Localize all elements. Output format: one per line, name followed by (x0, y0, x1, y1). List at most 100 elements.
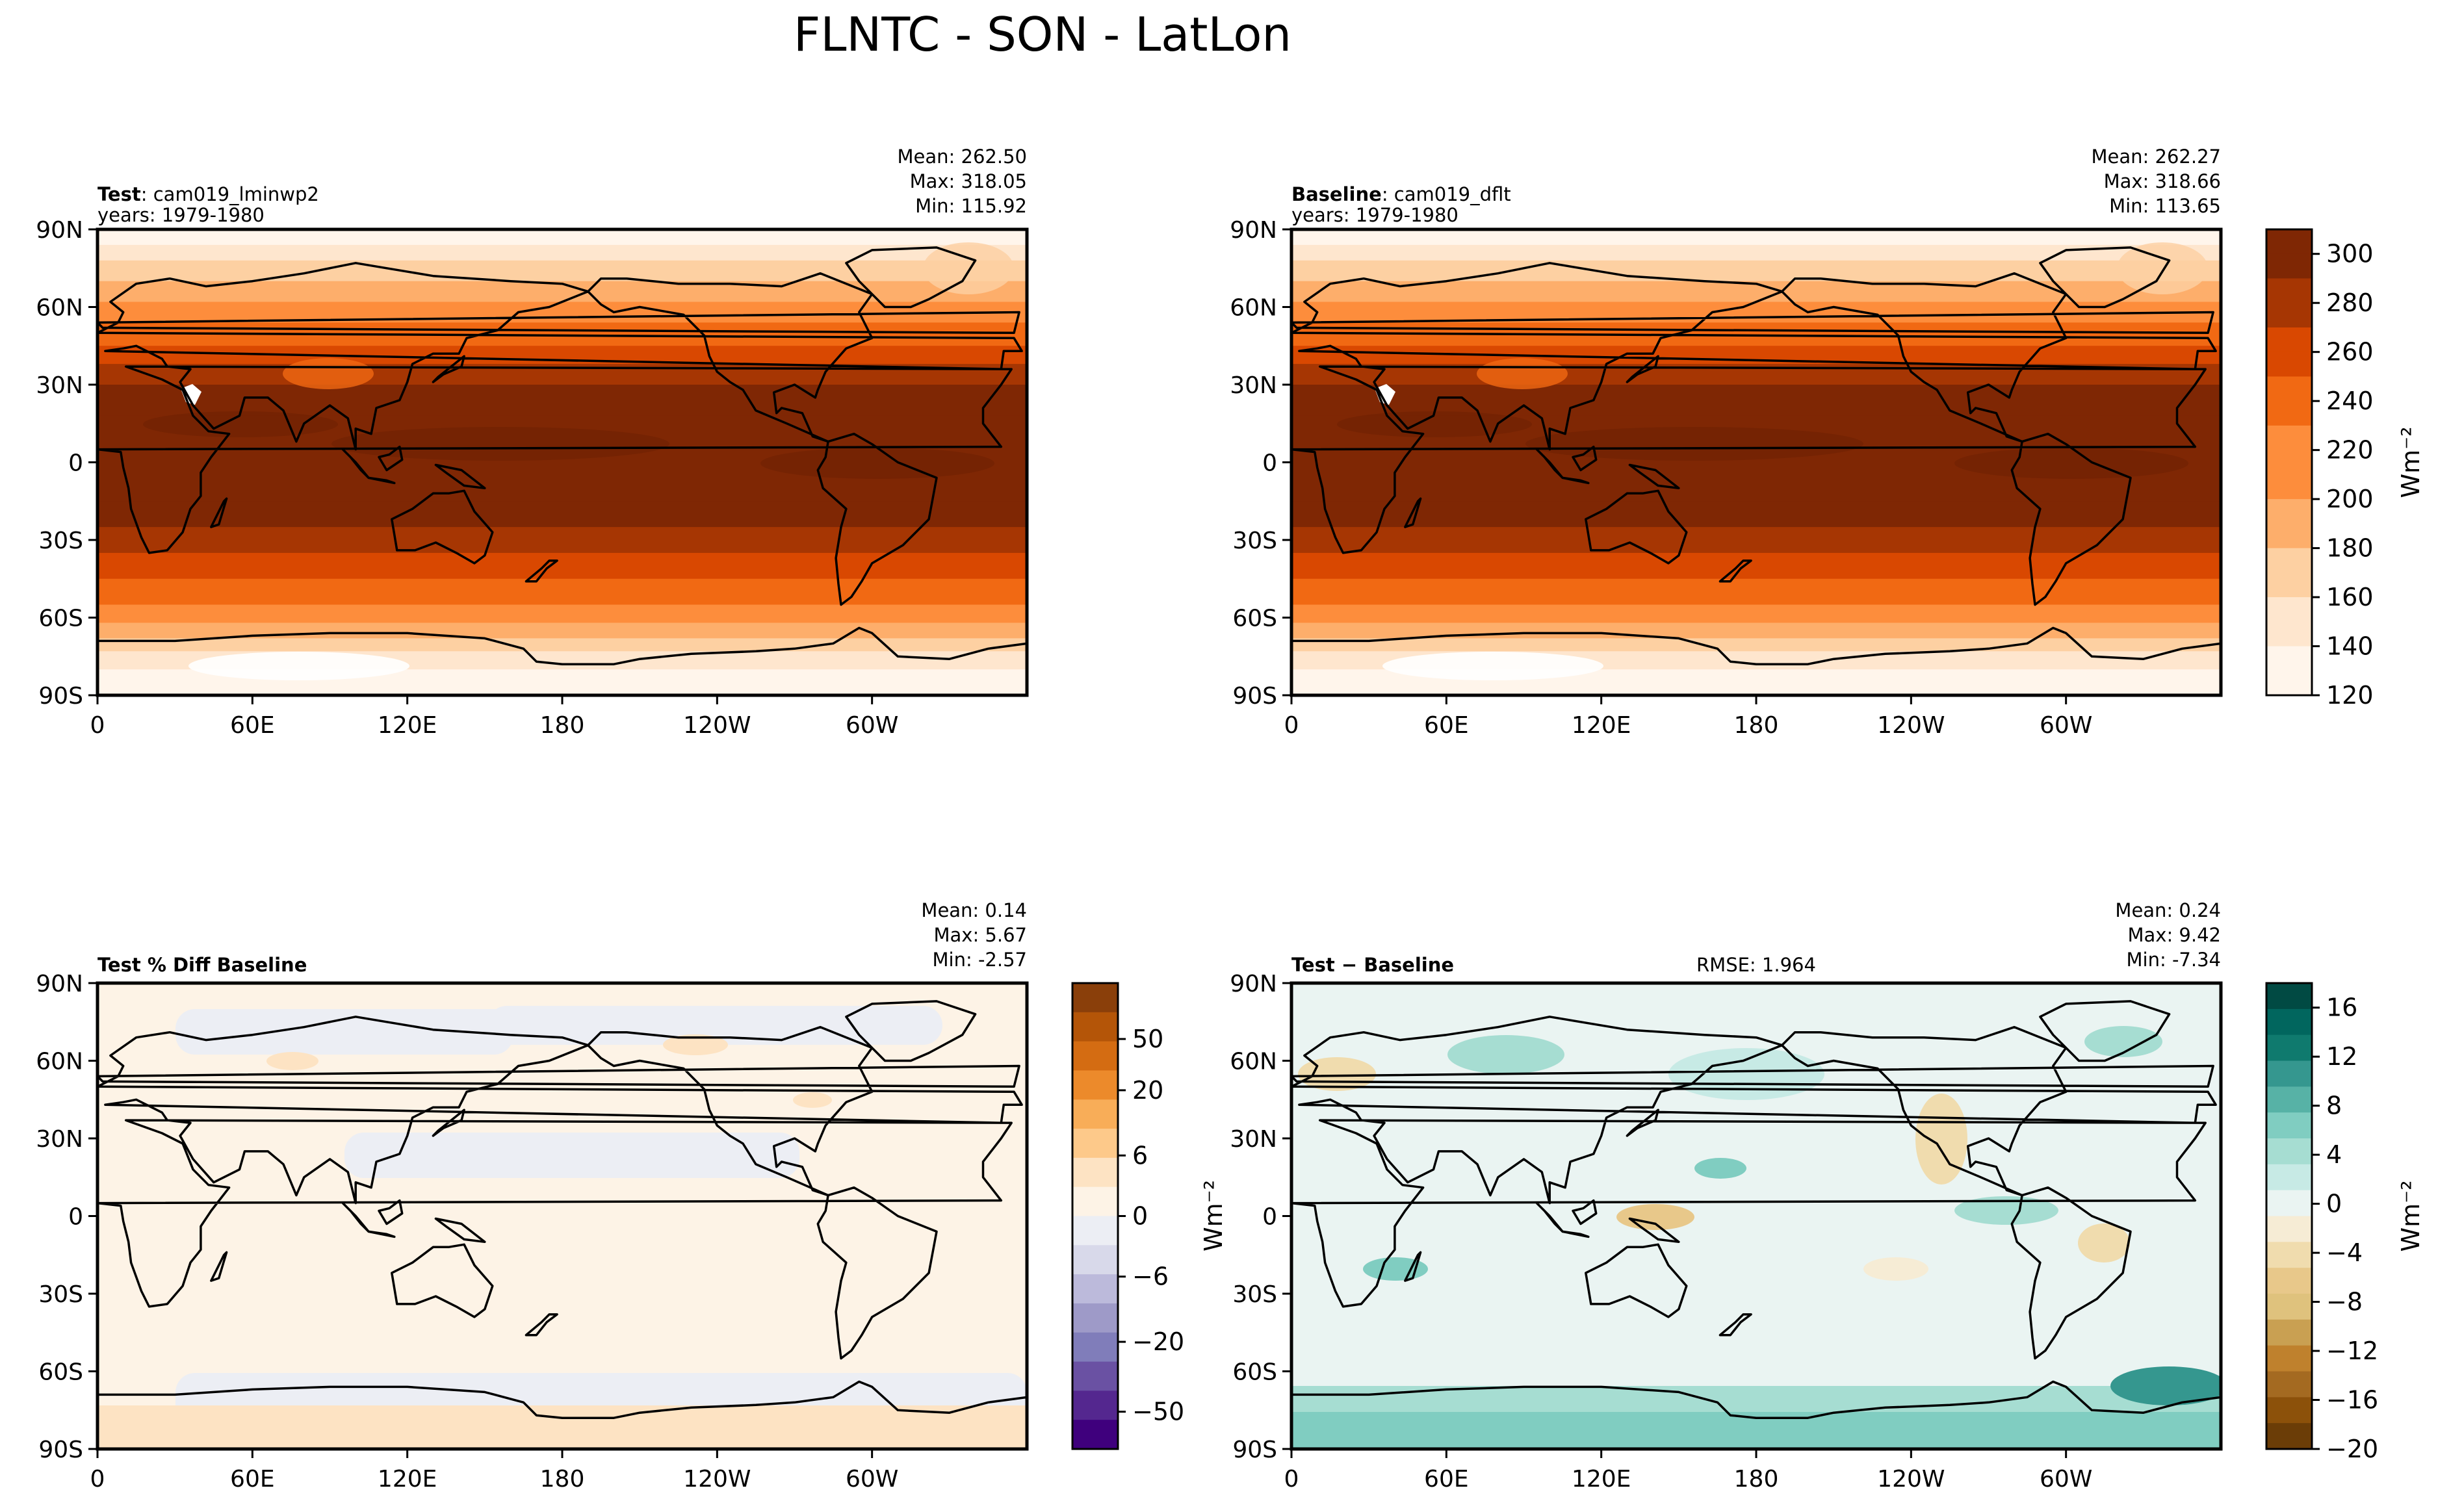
pct-pos-blob (793, 1092, 832, 1108)
panel-label: Test: cam019_lminwp2 (97, 183, 319, 205)
coastlines (97, 246, 1027, 695)
diff-pos-blob (2084, 1026, 2162, 1057)
panel-stat: Mean: 0.14 (921, 899, 1027, 921)
panel-stat: Max: 318.05 (910, 170, 1027, 192)
panel-years: years: 1979-1980 (97, 204, 265, 226)
colorbar-segment (1072, 1274, 1118, 1304)
field-band (97, 478, 1027, 502)
panel-stat: Min: -2.57 (933, 949, 1027, 971)
lat-tick-label: 0 (1262, 1204, 1277, 1231)
map-field (1291, 229, 2221, 695)
lon-tick-label: 180 (540, 1466, 585, 1493)
panel-4: 90N 60N 30N 0 30S 60S 90S 0 60E 120E 180 120W 60W Tes… (1230, 899, 2223, 1493)
colorbar-tick-label: 12 (2326, 1042, 2357, 1071)
map-field (97, 229, 1027, 695)
panel-stat: Mean: 0.24 (2115, 899, 2221, 921)
colorbar-segment (2266, 327, 2312, 353)
pct-neg-region (344, 1133, 799, 1178)
colorbar-tick-label: 140 (2326, 632, 2374, 661)
colorbar-segment (2266, 1216, 2312, 1242)
pct-side-label: Wm⁻² (1199, 1180, 1228, 1251)
field-band (1291, 578, 2221, 606)
lon-tick-label: 120W (1877, 712, 1945, 739)
colorbar-segment (1072, 1157, 1118, 1188)
pct-neg-region (175, 1009, 513, 1055)
lon-tick-label: 60E (230, 712, 275, 739)
colorbar-tick-label: 4 (2326, 1140, 2342, 1169)
field-band (1291, 244, 2221, 261)
colorbar-tick-label: −20 (1132, 1327, 1184, 1356)
coastlines (1291, 1000, 2221, 1449)
pct-pos-blob (663, 1034, 728, 1055)
colorbar-tick-label: 280 (2326, 288, 2374, 317)
lat-tick-label: 90N (36, 971, 83, 997)
lon-tick-label: 0 (90, 712, 105, 739)
lat-tick-label: 90N (1230, 971, 1277, 997)
field-band (97, 301, 1027, 324)
field-band (97, 552, 1027, 580)
colorbar-segment (2266, 1190, 2312, 1217)
lat-tick-label: 30S (38, 528, 83, 554)
panel-2: 90N 60N 30N 0 30S 60S 90S 0 60E 120E 180 120W 60W Bas… (1230, 146, 2223, 739)
diff-pos-blob (1954, 1196, 2058, 1225)
field-core (143, 411, 338, 437)
colorbar-segment (2266, 1268, 2312, 1294)
colorbar-label: Wm⁻² (2396, 427, 2425, 498)
lon-tick-label: 180 (1734, 1466, 1779, 1493)
diff-pos-blob (1694, 1158, 1746, 1179)
colorbar-frame (2265, 982, 2313, 1450)
lat-tick-label: 90N (1230, 217, 1277, 244)
lon-tick-label: 120W (683, 712, 751, 739)
field-band (1291, 552, 2221, 580)
colorbar-segment (1072, 1420, 1118, 1450)
panel-stat: Min: 115.92 (915, 195, 1027, 217)
map-field (97, 983, 1027, 1449)
colorbar-segment (1072, 1070, 1118, 1100)
colorbar-tick-label: 0 (2326, 1190, 2342, 1218)
lon-tick-label: 120E (378, 1466, 437, 1493)
panel-stat: Mean: 262.50 (898, 146, 1027, 168)
map-field (1291, 983, 2221, 1449)
diff-neg-blob (2078, 1224, 2130, 1262)
colorbar-tick-label: 160 (2326, 583, 2374, 611)
lat-tick-label: 90S (38, 1437, 83, 1463)
panel-label-bold: Baseline (1291, 183, 1382, 205)
field-band (97, 385, 1027, 416)
colorbar-segment (2266, 1242, 2312, 1268)
lat-tick-label: 90S (1232, 1437, 1277, 1463)
field-band (97, 527, 1027, 554)
field-patch (283, 358, 374, 389)
colorbar-segment (2266, 474, 2312, 500)
panel-stat: Min: -7.34 (2127, 949, 2221, 971)
colorbar-segment (2266, 1345, 2312, 1372)
field-band (1291, 527, 2221, 554)
field-band (97, 260, 1027, 282)
lon-tick-label: 0 (1284, 712, 1299, 739)
colorbar-segment (1072, 1099, 1118, 1129)
colorbar-tick-label: 20 (1132, 1076, 1163, 1105)
colorbar-tick-label: 300 (2326, 240, 2374, 268)
field-band (1291, 301, 2221, 324)
colorbar-segment (2266, 597, 2312, 622)
colorbar-tick-label: −20 (2326, 1435, 2378, 1463)
field-patch (923, 242, 1014, 294)
field-core (1525, 427, 1863, 461)
panel-label: Test − Baseline (1291, 954, 1454, 976)
panel-stat: Min: 113.65 (2109, 195, 2221, 217)
diff-pos-blob (2110, 1366, 2221, 1405)
panel-label-bold: Test (97, 183, 141, 205)
colorbar-segment (2266, 499, 2312, 524)
field-patch (188, 652, 409, 680)
colorbar-segment (1072, 983, 1118, 1013)
colorbar-tick-label: 6 (1132, 1141, 1148, 1170)
field-patch (1382, 652, 1603, 680)
colorbar-tick-label: 180 (2326, 534, 2374, 563)
colorbar-segment (2266, 1138, 2312, 1165)
field-band (97, 244, 1027, 261)
lon-tick-label: 180 (1734, 712, 1779, 739)
lat-tick-label: 90S (1232, 683, 1277, 710)
diff-neg-blob (1915, 1094, 1967, 1185)
lon-tick-label: 60W (846, 1466, 898, 1493)
lat-tick-label: 60N (1230, 295, 1277, 322)
colorbar-segment (2266, 548, 2312, 573)
